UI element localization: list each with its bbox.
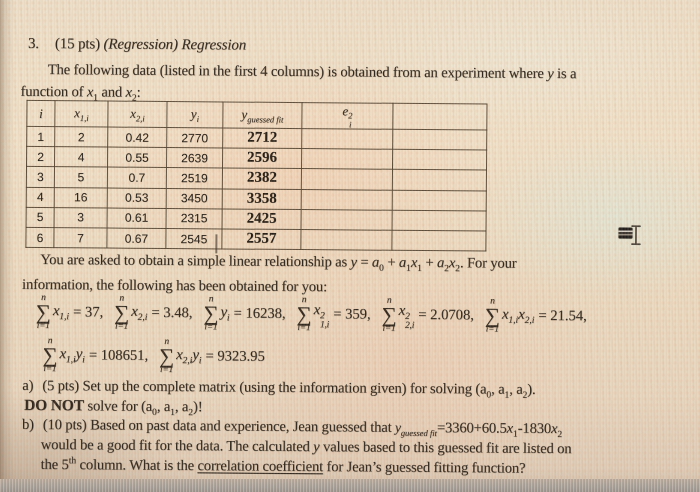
sigma-icon: n ∑ i=1 [35,293,51,331]
table-cell-guessed: 2596 [222,148,302,169]
sigma-icon: n ∑ i=1 [159,336,175,375]
part-b-line-3: the 5th column. What is the correlation … [40,456,526,477]
sigma-icon: n ∑ i=1 [203,294,219,332]
sum-term-x1x2: n ∑ i=1 x1,ix2,i = 21.54, [484,296,587,334]
sigma-icon: n ∑ i=1 [484,296,501,334]
col-header-y: yi [166,101,224,128]
photo-bottom-edge [0,479,700,492]
asked-line-1: You are asked to obtain a simple linear … [40,252,517,275]
table-cell: 0.67 [106,227,167,249]
sigma-icon: n ∑ i=1 [42,336,58,374]
table-cell: 2545 [165,228,223,250]
table-cell: 0.42 [107,127,167,148]
table-cell: 16 [54,187,108,208]
sums-line-1: n ∑ i=1 x1,i = 37, n ∑ i=1 x2,i = 3.48, n ∑ i=… [35,293,598,335]
sigma-icon: n ∑ i=1 [296,295,312,333]
sum-term-x1sq: n ∑ i=1 x 2 1,i = 359, [296,295,371,333]
table-cell: 2315 [166,208,223,229]
table-cell [392,129,487,151]
table-cell [392,210,487,231]
col-header-empty [392,103,488,131]
table-cell: 2 [26,146,55,167]
text-ibeam-cursor-icon [630,225,641,251]
col-header-i: i [26,100,56,127]
table-cell [392,169,487,191]
sigma-icon: n ∑ i=1 [381,295,397,334]
table-cell: 3 [54,207,108,228]
col-header-x2: x2,i [107,101,168,128]
table-cell [392,149,487,171]
table-row: 6 7 0.67 2545 2557 [25,227,487,252]
table-cell: 1 [26,126,55,147]
do-not-line: DO NOT solve for (a0, a1, a2)! [24,396,203,419]
table-cell [301,168,393,190]
table-cell: 2 [54,126,108,148]
table-cell: 0.53 [107,187,167,209]
table-cell: 5 [54,166,108,188]
table-cell: 2519 [166,167,223,189]
sum-term-x1y: n ∑ i=1 x1,iyi = 108651, [42,336,149,374]
table-cell [392,189,487,211]
table-cell [301,189,393,211]
table-cell: 5 [26,207,55,228]
table-cell [391,230,487,252]
sum-term-x1: n ∑ i=1 x1,i = 37, [35,293,104,331]
table-cell [301,209,393,231]
table-cell: 0.61 [107,207,167,229]
sum-term-x2y: n ∑ i=1 x2,iyi = 9323.95 [159,336,265,375]
col-header-x1: x1,i [54,100,109,128]
sum-term-x2: n ∑ i=1 x2,i = 3.48, [114,293,193,332]
table-cell-guessed: 2712 [222,127,302,149]
sum-term-x2sq: n ∑ i=1 x 2 2,i = 2.0708, [381,295,475,334]
table-cell: 0.55 [107,147,167,168]
problem-number: 3. [27,35,39,52]
part-b-line-2: would be a good fit for the data. The ca… [40,437,572,458]
table-cell: 3 [26,166,55,188]
intro-line-1: The following data (listed in the first … [47,62,577,83]
col-header-yguessed: yguessed fit [222,101,303,129]
table-cell: 0.7 [107,167,167,189]
table-cell: 6 [25,227,55,248]
table-cell-guessed: 2425 [222,208,302,230]
table-cell [300,229,393,251]
table-cell-guessed: 2382 [222,168,302,190]
table-cell: 7 [53,227,108,249]
stray-mark [215,234,218,254]
table-cell: 2770 [166,127,223,149]
table-cell-guessed: 3358 [222,188,302,210]
table-cell-guessed: 2557 [221,228,302,250]
problem-title: 3. (15 pts) (Regression) Regression [27,35,247,54]
sum-term-y: n ∑ i=1 yi = 16238, [203,294,286,332]
table-cell: 4 [26,186,55,208]
table-cell: 4 [54,146,108,168]
table-cell [301,148,393,170]
sigma-icon: n ∑ i=1 [114,293,130,332]
table-cell [301,128,393,150]
sums-line-2: n ∑ i=1 x1,iyi = 108651, n ∑ i=1 x2,iyi = 93… [42,336,276,375]
table-cell: 2639 [166,147,223,169]
table-cell: 3450 [166,188,223,209]
